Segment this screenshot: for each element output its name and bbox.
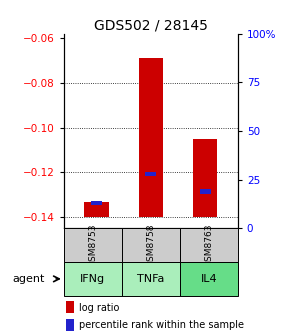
Text: TNFa: TNFa xyxy=(137,274,164,284)
Bar xyxy=(66,301,74,313)
Bar xyxy=(122,262,180,296)
Title: GDS502 / 28145: GDS502 / 28145 xyxy=(94,18,208,33)
Text: GSM8753: GSM8753 xyxy=(88,223,97,267)
Bar xyxy=(84,202,109,217)
Bar xyxy=(64,262,122,296)
Bar xyxy=(193,139,218,217)
Bar xyxy=(200,189,211,194)
Bar xyxy=(180,262,238,296)
Bar xyxy=(139,58,163,217)
Text: GSM8763: GSM8763 xyxy=(204,223,213,267)
Bar xyxy=(180,228,238,262)
Text: GSM8758: GSM8758 xyxy=(146,223,155,267)
Bar xyxy=(91,201,102,205)
Bar xyxy=(66,319,74,331)
Bar xyxy=(145,172,156,176)
Text: log ratio: log ratio xyxy=(79,303,119,313)
Text: agent: agent xyxy=(13,274,45,284)
Text: percentile rank within the sample: percentile rank within the sample xyxy=(79,320,244,330)
Text: IL4: IL4 xyxy=(200,274,217,284)
Bar xyxy=(64,228,122,262)
Bar xyxy=(122,228,180,262)
Text: IFNg: IFNg xyxy=(80,274,105,284)
